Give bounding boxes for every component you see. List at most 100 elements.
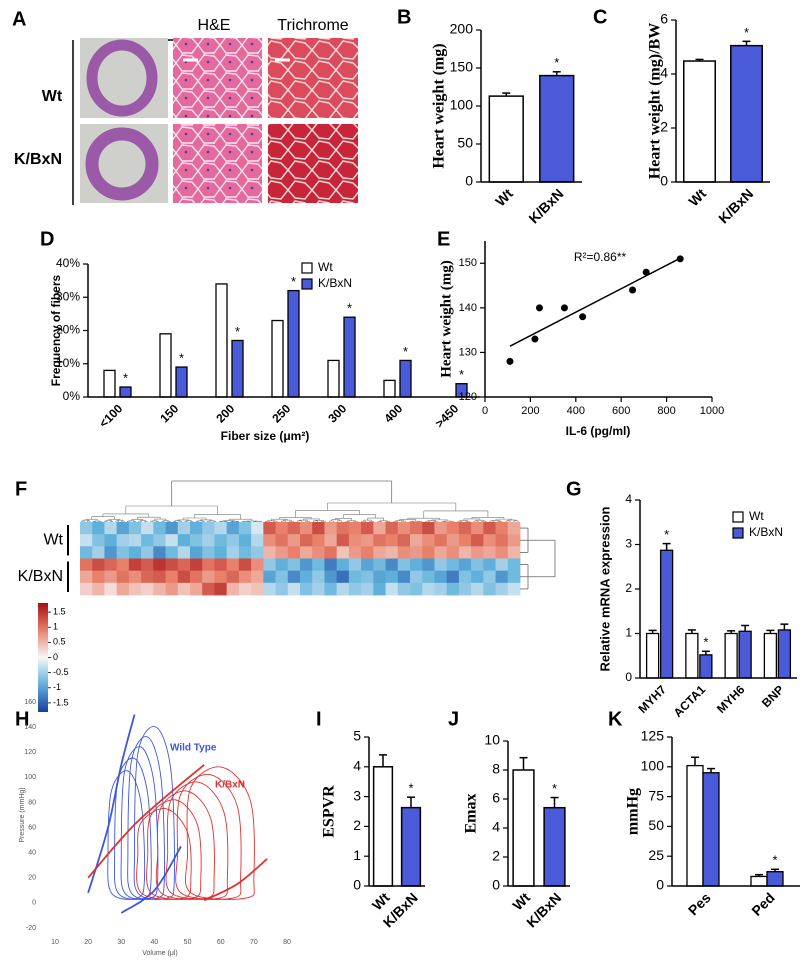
heatmap-cell: [300, 570, 313, 584]
x-tick-label: Ped: [748, 889, 777, 918]
heatmap-cell: [397, 522, 411, 535]
x-tick-label: 1000: [700, 405, 724, 417]
y-tick-label: 20%: [56, 323, 80, 337]
heatmap-cell: [153, 558, 166, 572]
x-tick-label: 250: [269, 401, 293, 425]
heatmap-cell: [471, 546, 484, 559]
heatmap-cell: [104, 570, 118, 584]
heatmap-cell: [226, 582, 240, 596]
heatmap-cell: [177, 546, 191, 559]
colorbar-label: -1.5: [53, 697, 69, 707]
heatmap-cell: [141, 582, 154, 596]
heatmap-cell: [287, 522, 301, 535]
significance: *: [554, 55, 559, 70]
heatmap-cell: [422, 570, 435, 584]
colorbar-label: 1.5: [53, 606, 66, 616]
heatmap-cell: [373, 558, 386, 572]
x-tick-label: 20: [84, 939, 92, 946]
heatmap-cell: [483, 546, 496, 559]
heatmap-cell: [410, 546, 423, 559]
heatmap-cell: [507, 558, 521, 572]
legend-label: K/BxN: [749, 525, 783, 539]
heatmap-cell: [116, 570, 130, 584]
heatmap-cell: [483, 570, 496, 584]
heatmap-cell: [202, 570, 215, 584]
heatmap-cell: [251, 522, 264, 535]
heatmap-cell: [275, 558, 289, 572]
heatmap-cell: [495, 534, 509, 547]
heatmap-cell: [458, 558, 472, 572]
y-tick-label: 140: [459, 302, 477, 314]
colorbar-label: 0.5: [53, 637, 66, 647]
y-tick-label: 3: [353, 787, 361, 803]
heatmap-cell: [397, 570, 411, 584]
heatmap-cell: [80, 570, 93, 584]
he-image: [173, 38, 262, 118]
bar: [271, 319, 284, 398]
heatmap-cell: [458, 570, 472, 584]
heatmap-cell: [434, 582, 448, 596]
y-tick-label: 50: [648, 817, 664, 833]
heatmap-cell: [348, 534, 362, 547]
pressure-volume-relation: [87, 714, 136, 894]
pv-loop: [120, 746, 159, 900]
heatmap-cell: [458, 582, 472, 596]
heatmap-cell: [495, 558, 509, 572]
y-tick-label: 0: [32, 900, 36, 907]
x-tick-label: <100: [96, 401, 125, 430]
x-tick-label: Wt: [685, 185, 709, 209]
heatmap-cell: [275, 522, 289, 535]
bar: [750, 875, 768, 887]
pressure-volume-relation: [87, 764, 205, 879]
panel-label: E: [437, 228, 450, 250]
y-tick-label: 6: [492, 790, 500, 806]
heatmap-cell: [104, 582, 118, 596]
heatmap-cell: [104, 546, 118, 559]
heatmap-cell: [410, 582, 423, 596]
heatmap-cell: [336, 558, 350, 572]
bar: [372, 766, 394, 887]
bar: [512, 769, 535, 887]
heatmap-cell: [141, 570, 154, 584]
heatmap-cell: [202, 534, 215, 547]
he-image: [173, 124, 262, 203]
row-label: K/BxN: [14, 151, 62, 168]
heatmap-cell: [324, 546, 338, 559]
y-tick-label: 4: [660, 65, 668, 81]
pv-loop: [107, 770, 146, 900]
heatmap-cell: [153, 522, 166, 535]
heatmap-cell: [471, 534, 484, 547]
y-axis-label: Heart weight (mg): [438, 260, 454, 377]
heatmap-cell: [361, 570, 374, 584]
heatmap-cell: [507, 570, 521, 584]
bar: [327, 359, 340, 398]
significance: *: [552, 781, 557, 796]
heatmap-cell: [385, 582, 399, 596]
heatmap-cell: [446, 570, 460, 584]
heatmap-cell: [410, 570, 423, 584]
heatmap-cell: [116, 582, 130, 596]
heatmap-cell: [128, 522, 142, 535]
bar: [383, 379, 396, 398]
bar: [724, 632, 738, 679]
y-tick-label: 25: [648, 847, 664, 863]
heatmap-cell: [92, 534, 105, 547]
y-tick-label: 100: [450, 97, 474, 113]
heatmap-cell: [116, 534, 130, 547]
x-tick-label: 80: [283, 939, 291, 946]
heatmap-cell: [422, 522, 435, 535]
heatmap-cell: [116, 546, 130, 559]
y-tick-label: 6: [660, 11, 668, 27]
heatmap-cell: [153, 582, 166, 596]
heatmap-cell: [336, 582, 350, 596]
heatmap-cell: [287, 582, 301, 596]
heatmap-cell: [300, 582, 313, 596]
heatmap-cell: [324, 534, 338, 547]
heatmap-cell: [141, 534, 154, 547]
y-tick-label: 100: [24, 774, 36, 781]
heatmap-cell: [177, 570, 191, 584]
heatmap-cell: [165, 534, 179, 547]
heatmap-cell: [348, 522, 362, 535]
heatmap-cell: [214, 546, 228, 559]
heatmap-cell: [507, 582, 521, 596]
